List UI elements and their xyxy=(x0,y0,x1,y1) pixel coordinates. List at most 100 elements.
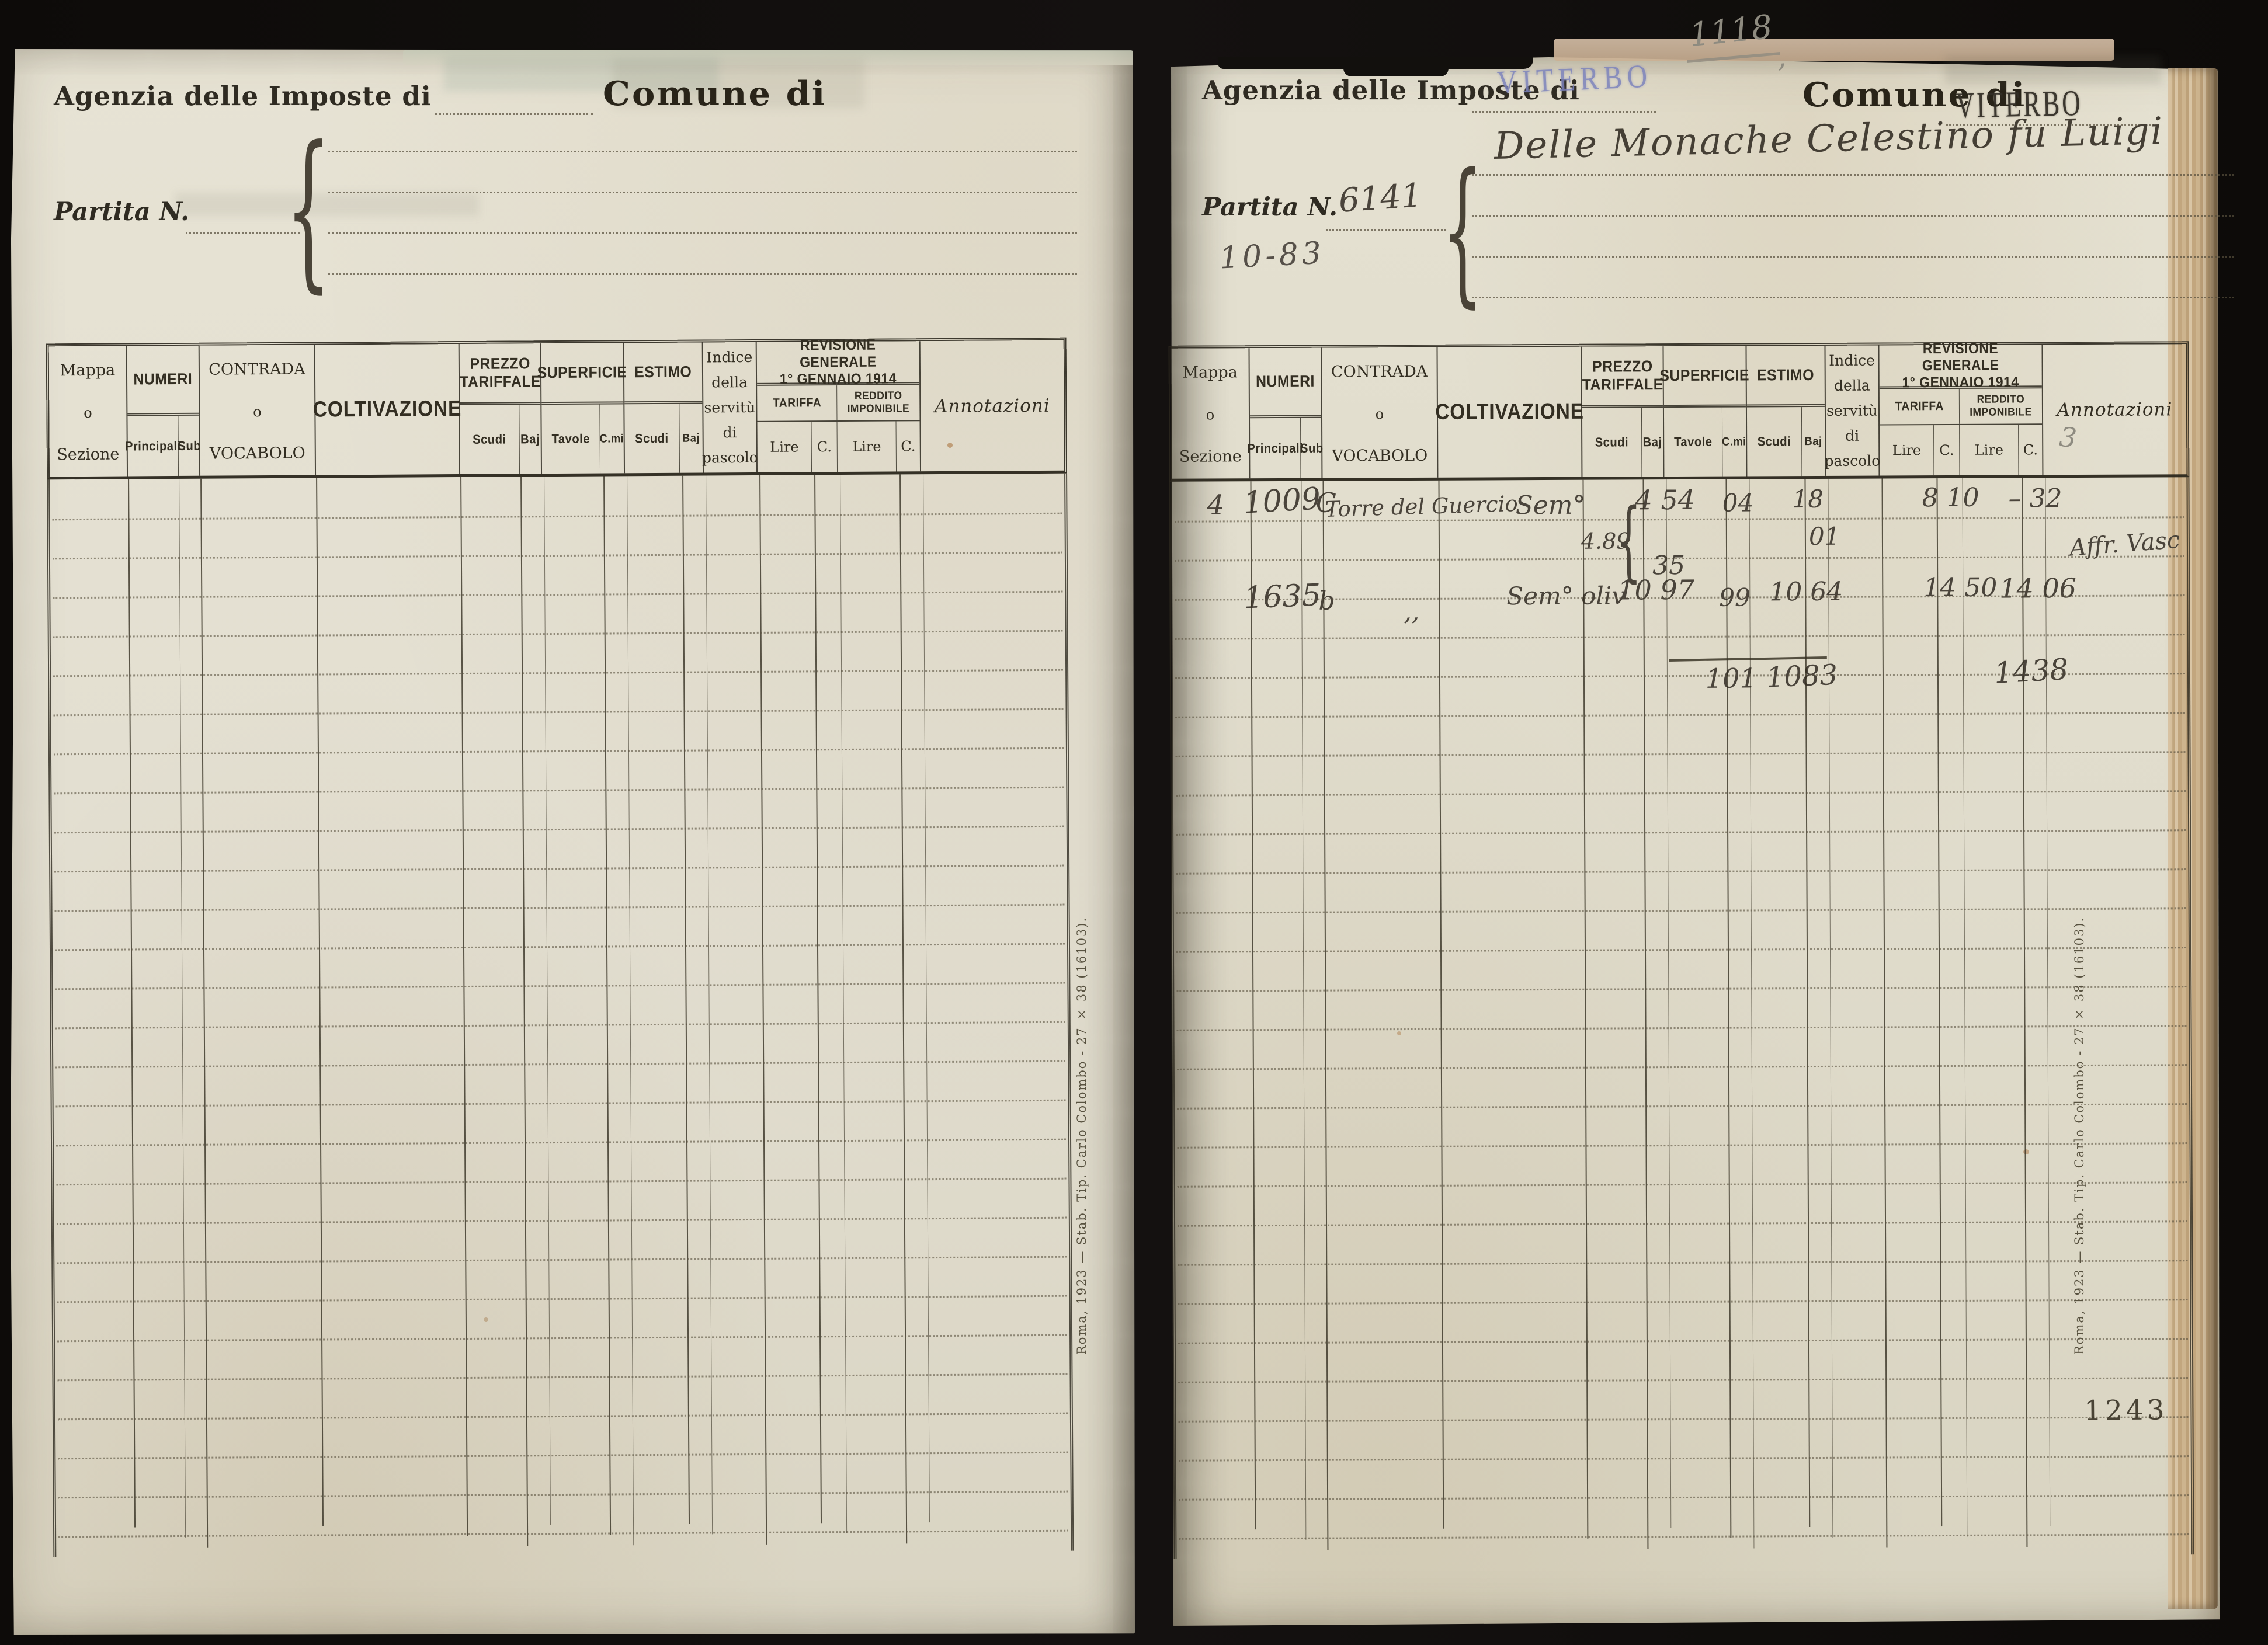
cell-estimo-baj-line2: 01 xyxy=(1808,521,1840,551)
table-row-line xyxy=(1176,829,2186,836)
foxing-spot xyxy=(2023,1149,2029,1154)
estimo-label: ESTIMO xyxy=(624,342,703,405)
scudi-label: Scudi xyxy=(460,405,520,475)
table-body-left xyxy=(47,473,1074,1557)
partita-number-handwritten: 6141 xyxy=(1337,176,1423,220)
tavole-label: Tavole xyxy=(541,404,601,474)
table-row-line xyxy=(1178,1338,2188,1344)
cell-principali: 1635 xyxy=(1243,578,1322,616)
table-row-line xyxy=(58,1451,1068,1460)
table-row-line xyxy=(1175,751,2186,757)
table-row-line xyxy=(53,630,1063,638)
comune-label-left: Comune di xyxy=(603,74,827,113)
table-row-line xyxy=(53,669,1064,677)
table-row-line xyxy=(54,825,1064,834)
curly-brace: { xyxy=(1442,140,1484,322)
table-column-line xyxy=(1322,481,1329,1550)
underpage-edge-sliver xyxy=(403,50,1133,65)
table-column-line xyxy=(1642,479,1649,1549)
table-column-line xyxy=(200,478,209,1548)
col-annotazioni: Annotazioni xyxy=(921,340,1064,471)
blank-dotted-line xyxy=(1472,111,1656,113)
blank-dotted-line xyxy=(1472,256,2234,258)
col-coltivazione: COLTIVAZIONE xyxy=(312,344,461,475)
table-row-line xyxy=(54,943,1065,951)
table-row-line xyxy=(57,1373,1068,1382)
col-group-numeri: NUMERI Principali Sub xyxy=(1247,347,1324,479)
cell-tariffa: 8 10 xyxy=(1922,482,1979,513)
col-annotazioni: Annotazioni xyxy=(2057,398,2173,420)
cell-contrada: Torre del Guercio xyxy=(1325,491,1519,522)
book-fore-edge xyxy=(2168,68,2218,1609)
page-number-stamp: 1243 xyxy=(2083,1394,2168,1427)
table-row-line xyxy=(1175,634,2185,640)
table-row-line xyxy=(1178,1299,2188,1305)
col-group-numeri: NUMERI Principali Sub xyxy=(125,345,201,477)
table-row-line xyxy=(56,1216,1067,1225)
table-row-line xyxy=(1178,1416,2189,1423)
table-row-line xyxy=(1176,1064,2187,1070)
lire-label: Lire xyxy=(757,422,812,472)
table-row-line xyxy=(55,982,1065,990)
table-row-line xyxy=(1176,947,2186,953)
col-group-superficie: SUPERFICIE Tavole C.mi xyxy=(537,343,627,474)
cmi-label: C.mi xyxy=(599,432,624,446)
table-header-left: Mappa o Sezione NUMERI Principali Sub CO… xyxy=(46,336,1068,480)
lire-label: Lire xyxy=(837,421,897,472)
stamp-residue xyxy=(1945,56,2161,84)
cell-sub: b xyxy=(1318,586,1335,616)
table-row-line xyxy=(54,786,1064,795)
partita-label-left: Partita N. xyxy=(54,197,190,227)
superficie-label: SUPERFICIE xyxy=(537,343,627,405)
cell-prezzo: 10 97 xyxy=(1617,573,1695,606)
revisione-generale-label: REVISIONE GENERALE 1° GENNAIO 1914 xyxy=(756,336,920,387)
table-column-line xyxy=(759,475,767,1545)
table-column-line xyxy=(520,477,529,1546)
blank-dotted-line xyxy=(328,192,1077,193)
agency-label-left: Agenzia delle Imposte di xyxy=(54,81,432,112)
table-row-line xyxy=(1178,1260,2188,1266)
table-row-line xyxy=(1176,868,2186,875)
agency-stamp-viterbo: VITERBO xyxy=(1496,57,1653,101)
table-row-line xyxy=(1176,986,2187,992)
table-row-line xyxy=(54,864,1065,873)
vocabolo-label: VOCABOLO xyxy=(209,444,305,463)
table-row-line xyxy=(52,551,1062,560)
col-mappa: Mappa o Sezione xyxy=(48,346,128,477)
cell-principali: 1009 xyxy=(1242,481,1322,521)
table-row-line xyxy=(54,903,1065,912)
left-table: Mappa o Sezione NUMERI Principali Sub CO… xyxy=(46,336,1074,1559)
table-row-line xyxy=(57,1334,1068,1343)
c-label: C. xyxy=(901,438,916,455)
table-row-line xyxy=(1177,1142,2187,1149)
foxing-spot xyxy=(484,1317,488,1322)
curly-brace: { xyxy=(286,110,332,308)
table-column-line xyxy=(1881,478,1888,1548)
cell-reddito: 14 06 xyxy=(1999,572,2077,604)
numeri-label: NUMERI xyxy=(127,345,199,416)
table-row-line xyxy=(1179,1533,2189,1540)
total-reddito: 1438 xyxy=(1993,652,2069,690)
baj-label: Baj xyxy=(682,432,700,445)
left-page-paper xyxy=(11,49,1135,1635)
baj-label: Baj xyxy=(520,432,540,447)
table-row-line xyxy=(1178,1455,2189,1462)
blank-dotted-line xyxy=(1472,297,2234,298)
blank-dotted-line xyxy=(1946,124,2154,126)
o-label: o xyxy=(84,404,92,421)
cell-reddito: – 32 xyxy=(2008,484,2062,514)
printer-imprint-left: Roma, 1923 — Stab. Tip. Carlo Colombo - … xyxy=(1075,916,1089,1355)
col-group-superficie: SUPERFICIE Tavole C.mi xyxy=(1660,346,1750,477)
prezzo-tariffale-label: PREZZO TARIFFALE xyxy=(460,343,541,406)
cell-contrada-ditto: ,, xyxy=(1404,597,1420,627)
right-page-paper xyxy=(1171,57,2220,1626)
total-superficie: 101 xyxy=(1705,662,1757,694)
table-row-line xyxy=(58,1529,1069,1538)
table-row-line xyxy=(52,512,1062,521)
col-group-revisione: REVISIONE GENERALE 1° GENNAIO 1914 TARIF… xyxy=(1879,340,2044,476)
blank-dotted-line xyxy=(1472,174,2234,176)
table-row-line xyxy=(1177,1103,2187,1110)
table-row-line xyxy=(55,1021,1065,1030)
foxing-spot xyxy=(1397,1031,1401,1035)
table-row-line xyxy=(1178,1377,2189,1383)
